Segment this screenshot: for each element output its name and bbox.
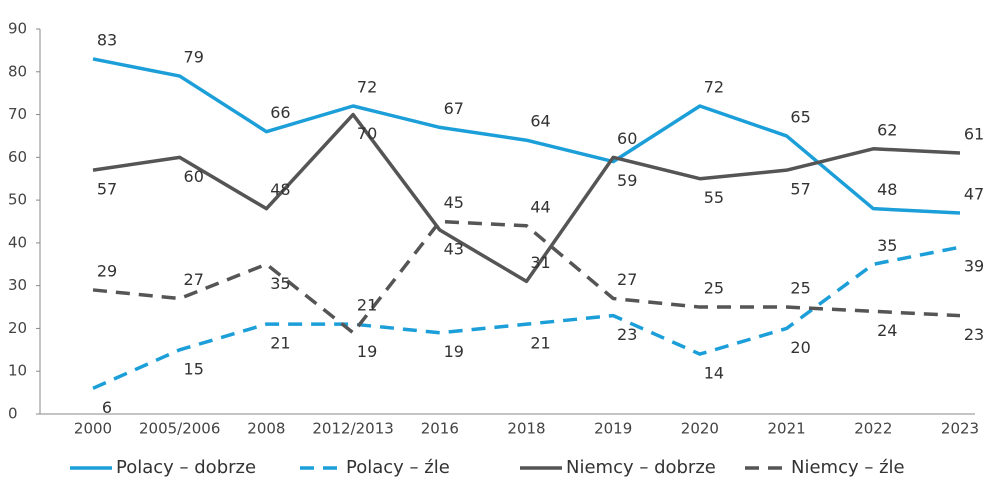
series-line	[92, 219, 961, 335]
x-tick-label: 2018	[507, 420, 545, 438]
value-label: 20	[790, 338, 810, 357]
y-tick-label: 10	[8, 362, 27, 380]
value-label: 25	[704, 279, 724, 298]
value-label: 44	[530, 197, 550, 216]
value-label: 57	[97, 180, 117, 199]
value-label: 14	[704, 364, 724, 383]
value-label: 60	[184, 167, 204, 186]
x-tick-label: 2016	[421, 420, 459, 438]
value-label: 65	[790, 107, 810, 126]
y-tick-label: 60	[8, 148, 27, 166]
value-label: 83	[97, 30, 117, 49]
y-tick-label: 90	[8, 20, 27, 38]
value-label: 79	[184, 48, 204, 67]
value-label: 27	[184, 270, 204, 289]
value-label: 19	[444, 342, 464, 361]
legend-label: Niemcy – dobrze	[566, 457, 716, 478]
value-label: 55	[704, 188, 724, 207]
value-label: 64	[530, 112, 550, 131]
value-label: 21	[530, 334, 550, 353]
x-tick-label: 2012/2013	[312, 420, 393, 438]
series-line	[92, 57, 961, 215]
value-label: 45	[444, 193, 464, 212]
value-label: 35	[270, 274, 290, 293]
value-label: 57	[790, 180, 810, 199]
value-label: 43	[444, 240, 464, 259]
value-label: 21	[270, 334, 290, 353]
value-label: 27	[617, 270, 637, 289]
value-label: 47	[964, 184, 984, 203]
x-tick-label: 2020	[681, 420, 719, 438]
value-label: 72	[357, 78, 377, 97]
y-tick-label: 50	[8, 191, 27, 209]
y-tick-label: 20	[8, 319, 27, 337]
value-label: 29	[97, 261, 117, 280]
y-tick-label: 40	[8, 233, 27, 251]
value-label: 61	[964, 125, 984, 144]
value-label: 39	[964, 257, 984, 276]
value-label: 70	[357, 124, 377, 143]
x-tick-label: 2021	[768, 420, 806, 438]
value-label: 72	[704, 78, 724, 97]
series-line	[92, 245, 961, 390]
value-label: 62	[877, 120, 897, 139]
value-label: 48	[877, 180, 897, 199]
y-tick-label: 80	[8, 62, 27, 80]
x-tick-label: 2005/2006	[139, 420, 220, 438]
x-tick-label: 2008	[247, 420, 285, 438]
legend-label: Polacy – dobrze	[116, 457, 256, 478]
value-label: 48	[270, 180, 290, 199]
value-label: 23	[964, 325, 984, 344]
value-label: 6	[102, 398, 112, 417]
value-label: 15	[184, 359, 204, 378]
series-line	[92, 112, 961, 284]
value-label: 23	[617, 325, 637, 344]
value-label: 67	[444, 99, 464, 118]
y-tick-label: 70	[8, 105, 27, 123]
x-tick-label: 2019	[594, 420, 632, 438]
value-label: 31	[530, 253, 550, 272]
value-label: 24	[877, 321, 897, 340]
y-tick-label: 0	[8, 405, 18, 423]
x-tick-label: 2022	[854, 420, 892, 438]
value-label: 66	[270, 103, 290, 122]
legend-label: Niemcy – źle	[791, 457, 905, 478]
value-label: 60	[617, 129, 637, 148]
value-label: 19	[357, 342, 377, 361]
legend-label: Polacy – źle	[346, 457, 450, 478]
x-tick-label: 2023	[941, 420, 979, 438]
y-tick-label: 30	[8, 276, 27, 294]
x-tick-label: 2000	[74, 420, 112, 438]
value-label: 59	[617, 171, 637, 190]
value-label: 25	[790, 279, 810, 298]
value-label: 21	[357, 296, 377, 315]
value-label: 35	[877, 236, 897, 255]
